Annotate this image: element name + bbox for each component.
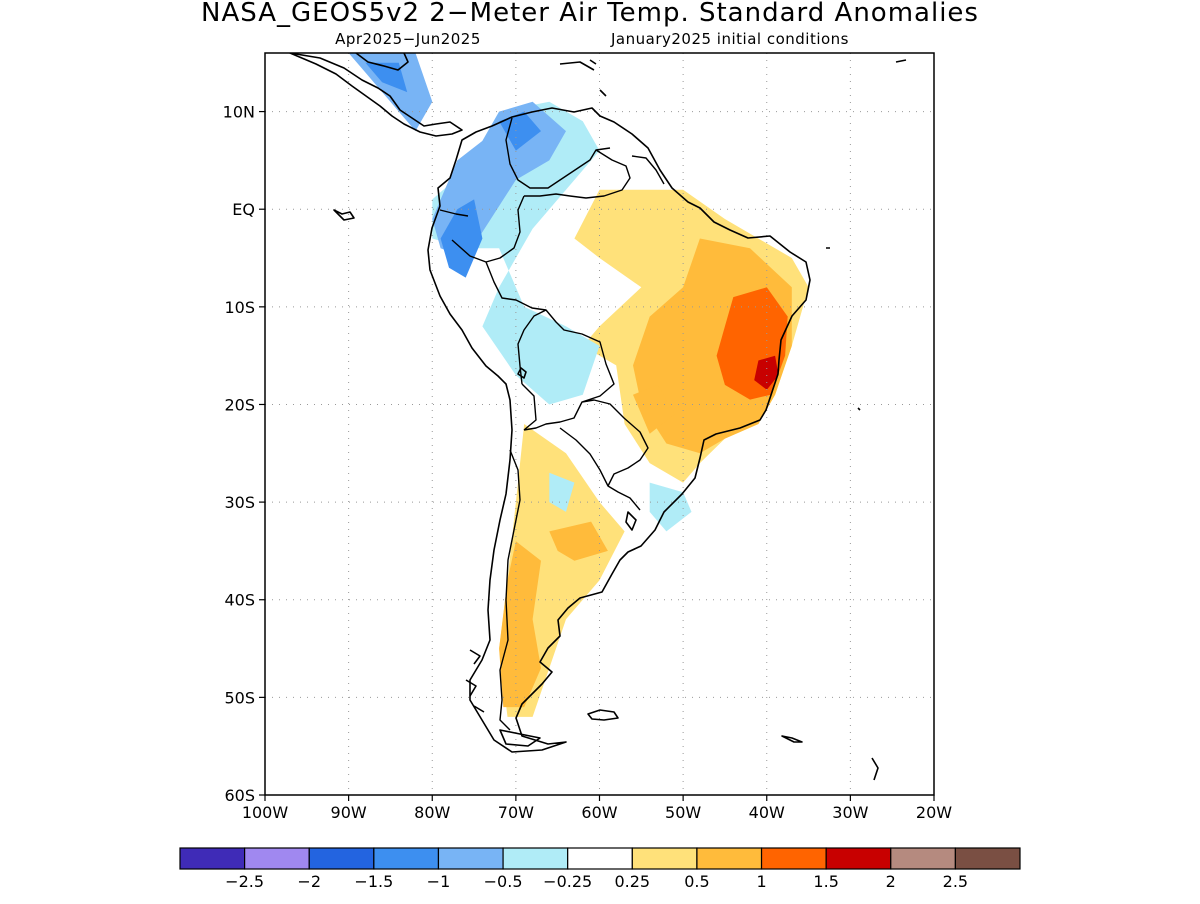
south-america-coastline xyxy=(427,107,811,753)
lat-tick-label: 10S xyxy=(224,298,255,317)
map-plot-area xyxy=(265,53,934,795)
lon-tick-label: 90W xyxy=(331,803,367,822)
lat-tick-label: 40S xyxy=(224,591,255,610)
anomaly-shading-layer xyxy=(348,53,809,717)
colorbar-swatch xyxy=(502,847,569,870)
colorbar-swatch xyxy=(631,847,698,870)
colorbar: −2.5 −2 −1.5 −1 −0.5 −0.25 0.25 0.5 1 1.5 2 2.5 xyxy=(179,847,1021,891)
lon-tick-label: 50W xyxy=(665,803,701,822)
galapagos-islands xyxy=(333,209,355,221)
lon-tick-label: 80W xyxy=(414,803,450,822)
coastlines-layer xyxy=(289,53,907,781)
lat-tick-label: 10N xyxy=(223,103,255,122)
lat-tick-label: 50S xyxy=(224,688,255,707)
lat-tick-label: EQ xyxy=(232,200,255,219)
colorbar-label: −2 xyxy=(297,872,321,891)
lon-tick-label: 20W xyxy=(916,803,952,822)
anomaly-region-12 xyxy=(348,53,433,132)
lat-tick-label: 20S xyxy=(224,395,255,414)
colorbar-label: −1.5 xyxy=(354,872,393,891)
lagoa-dos-patos xyxy=(625,511,637,531)
atlantic-islands xyxy=(826,59,907,781)
anomaly-region-5 xyxy=(499,541,541,708)
chilean-fjords xyxy=(465,649,485,713)
colorbar-label: −1 xyxy=(427,872,451,891)
lat-tick-label: 60S xyxy=(224,786,255,805)
anomaly-region-10 xyxy=(440,199,483,278)
colorbar-swatch xyxy=(437,847,504,870)
lake-titicaca xyxy=(517,367,527,379)
central-america-coastline xyxy=(289,53,463,137)
lon-tick-label: 30W xyxy=(832,803,868,822)
colorbar-label: 2 xyxy=(886,872,896,891)
colorbar-swatch xyxy=(179,847,246,870)
chart-subtitle-initial-conditions: January2025 initial conditions xyxy=(610,30,849,48)
colorbar-swatch xyxy=(373,847,440,870)
colorbar-label: 1.5 xyxy=(813,872,838,891)
colorbar-swatch xyxy=(760,847,827,870)
anomaly-region-11 xyxy=(499,111,541,151)
colorbar-label: −2.5 xyxy=(225,872,264,891)
colorbar-label: 1 xyxy=(756,872,766,891)
colorbar-swatch xyxy=(308,847,375,870)
anomaly-region-6 xyxy=(549,521,608,561)
anomaly-region-3 xyxy=(754,355,779,390)
graticule-grid xyxy=(265,53,934,795)
lat-tick-label: 30S xyxy=(224,493,255,512)
anomaly-region-7 xyxy=(633,384,675,434)
colorbar-label: 0.25 xyxy=(614,872,650,891)
south-georgia-island xyxy=(781,735,803,743)
colorbar-label: −0.25 xyxy=(543,872,592,891)
colorbar-label: 2.5 xyxy=(943,872,968,891)
colorbar-label: 0.5 xyxy=(684,872,709,891)
country-borders xyxy=(439,117,665,731)
falkland-islands xyxy=(587,709,619,721)
caribbean-islands xyxy=(559,59,607,97)
chart-subtitle-period: Apr2025−Jun2025 xyxy=(335,30,481,48)
tierra-del-fuego xyxy=(499,729,541,747)
colorbar-swatch xyxy=(567,847,633,870)
lon-tick-label: 100W xyxy=(242,803,289,822)
chart-title: NASA_GEOS5v2 2−Meter Air Temp. Standard … xyxy=(201,0,979,28)
lon-tick-label: 40W xyxy=(749,803,785,822)
country-borders-layer xyxy=(439,117,665,731)
lon-tick-label: 60W xyxy=(581,803,617,822)
lon-tick-label: 70W xyxy=(498,803,534,822)
colorbar-swatch xyxy=(244,847,310,870)
colorbar-label: −0.5 xyxy=(484,872,523,891)
colorbar-swatch xyxy=(825,847,892,870)
colorbar-swatch xyxy=(696,847,763,870)
colorbar-swatch xyxy=(954,847,1021,870)
colorbar-swatch xyxy=(890,847,956,870)
anomaly-region-15 xyxy=(549,472,575,512)
yucatan-coastline xyxy=(355,53,409,71)
